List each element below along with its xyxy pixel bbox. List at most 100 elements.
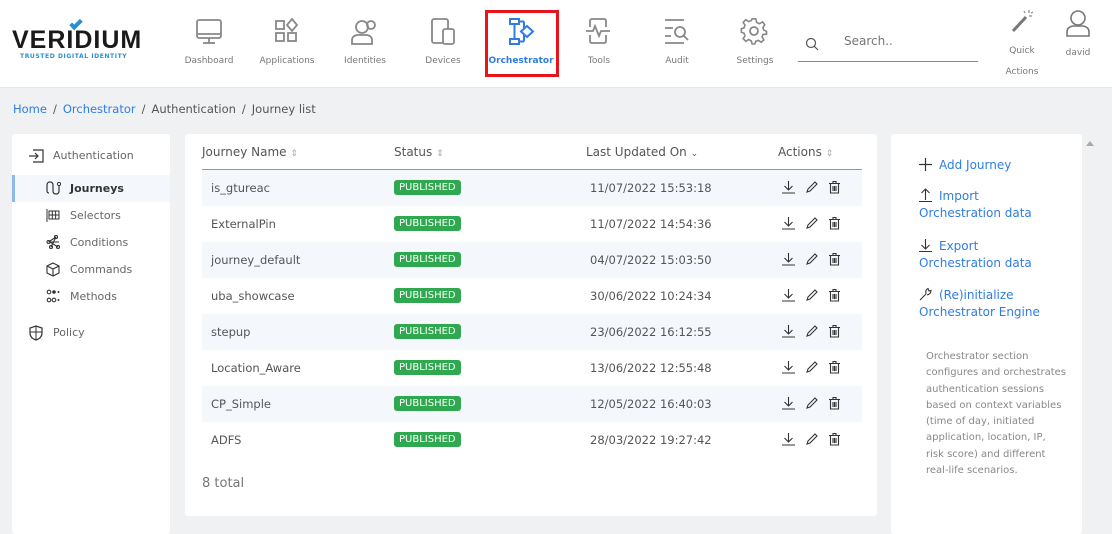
- edit-pencil-icon[interactable]: [805, 360, 818, 374]
- breadcrumb-home[interactable]: Home: [13, 102, 47, 116]
- sidebar-item-journeys[interactable]: Journeys: [12, 175, 170, 202]
- cube-icon: [46, 262, 60, 277]
- trash-icon[interactable]: [828, 288, 841, 302]
- table-row[interactable]: ADFS PUBLISHED 28/03/2022 19:27:42: [202, 422, 862, 458]
- download-icon: [919, 239, 932, 253]
- last-updated: 30/06/2022 10:24:34: [590, 289, 712, 303]
- trash-icon[interactable]: [828, 216, 841, 230]
- sidebar-item-commands[interactable]: Commands: [12, 256, 170, 283]
- flow-icon: [509, 18, 535, 45]
- edit-pencil-icon[interactable]: [805, 216, 818, 230]
- last-updated: 13/06/2022 12:55:48: [590, 361, 712, 375]
- breadcrumb-authentication: Authentication: [151, 102, 236, 116]
- status-badge: PUBLISHED: [394, 324, 461, 339]
- download-icon[interactable]: [782, 360, 795, 374]
- trash-icon[interactable]: [828, 252, 841, 266]
- download-icon[interactable]: [782, 288, 795, 302]
- journey-name[interactable]: stepup: [211, 325, 251, 339]
- edit-pencil-icon[interactable]: [805, 288, 818, 302]
- journey-name[interactable]: uba_showcase: [211, 289, 295, 303]
- edit-pencil-icon[interactable]: [805, 252, 818, 266]
- table-icon: [46, 209, 60, 222]
- column-header-name[interactable]: Journey Name ⇕: [202, 145, 298, 159]
- users-icon: [351, 20, 376, 45]
- monitor-icon: [196, 19, 222, 44]
- nav-audit[interactable]: Audit: [638, 0, 716, 88]
- last-updated: 11/07/2022 14:54:36: [590, 217, 712, 231]
- journey-name[interactable]: ExternalPin: [211, 217, 276, 231]
- column-header-updated[interactable]: Last Updated On ⌄: [586, 145, 699, 159]
- breadcrumb-orchestrator[interactable]: Orchestrator: [62, 102, 136, 116]
- veridium-logo[interactable]: VERIDIUM TRUSTED DIGITAL IDENTITY: [12, 16, 142, 60]
- status-badge: PUBLISHED: [394, 432, 461, 447]
- table-row[interactable]: stepup PUBLISHED 23/06/2022 16:12:55: [202, 314, 862, 350]
- trash-icon[interactable]: [828, 180, 841, 194]
- nav-label: Applications: [259, 56, 315, 66]
- status-badge: PUBLISHED: [394, 360, 461, 375]
- edit-pencil-icon[interactable]: [805, 324, 818, 338]
- journey-name[interactable]: is_gtureac: [211, 181, 270, 195]
- scroll-up-arrow[interactable]: [1086, 141, 1094, 146]
- sidebar-item-label: Journeys: [70, 182, 124, 195]
- add-journey-link[interactable]: Add Journey: [919, 157, 1011, 174]
- journey-name[interactable]: CP_Simple: [211, 397, 271, 411]
- nav-label: Orchestrator: [488, 56, 554, 66]
- import-link[interactable]: Import Orchestration data: [919, 188, 1032, 220]
- apps-icon: [275, 17, 299, 42]
- sidebar-section-authentication[interactable]: Authentication: [12, 142, 170, 169]
- download-icon[interactable]: [782, 324, 795, 338]
- trash-icon[interactable]: [828, 360, 841, 374]
- download-icon[interactable]: [782, 252, 795, 266]
- search-box[interactable]: [798, 30, 978, 62]
- journey-name[interactable]: ADFS: [211, 433, 242, 447]
- scrollbar[interactable]: [1082, 134, 1112, 522]
- download-icon[interactable]: [782, 180, 795, 194]
- edit-pencil-icon[interactable]: [805, 396, 818, 410]
- table-row[interactable]: CP_Simple PUBLISHED 12/05/2022 16:40:03: [202, 386, 862, 422]
- logo-tagline: TRUSTED DIGITAL IDENTITY: [20, 53, 128, 60]
- edit-pencil-icon[interactable]: [805, 180, 818, 194]
- last-updated: 23/06/2022 16:12:55: [590, 325, 712, 339]
- reinitialize-link[interactable]: (Re)initialize Orchestrator Engine: [919, 287, 1040, 319]
- nav-devices[interactable]: Devices: [404, 0, 482, 88]
- column-header-actions[interactable]: Actions ⇕: [778, 145, 834, 159]
- sidebar-item-conditions[interactable]: Conditions: [12, 229, 170, 256]
- trash-icon[interactable]: [828, 396, 841, 410]
- nav-settings[interactable]: Settings: [716, 0, 794, 88]
- last-updated: 12/05/2022 16:40:03: [590, 397, 712, 411]
- nav-applications[interactable]: Applications: [248, 0, 326, 88]
- search-input[interactable]: [844, 34, 974, 48]
- nav-orchestrator[interactable]: Orchestrator: [482, 0, 560, 88]
- table-row[interactable]: journey_default PUBLISHED 04/07/2022 15:03…: [202, 242, 862, 278]
- user-icon: [1066, 10, 1090, 37]
- table-row[interactable]: Location_Aware PUBLISHED 13/06/2022 12:55:…: [202, 350, 862, 386]
- journey-name[interactable]: Location_Aware: [211, 361, 301, 375]
- edit-pencil-icon[interactable]: [805, 432, 818, 446]
- actions-panel: Add Journey Import Orchestration data Exp…: [891, 134, 1082, 534]
- total-count: 8 total: [202, 476, 245, 491]
- download-icon[interactable]: [782, 432, 795, 446]
- download-icon[interactable]: [782, 216, 795, 230]
- wrench-icon: [919, 287, 932, 301]
- nav-identities[interactable]: Identities: [326, 0, 404, 88]
- trash-icon[interactable]: [828, 324, 841, 338]
- column-header-status[interactable]: Status ⇕: [394, 145, 444, 159]
- conditions-icon: [46, 235, 61, 250]
- table-row[interactable]: is_gtureac PUBLISHED 11/07/2022 15:53:18: [202, 170, 862, 206]
- trash-icon[interactable]: [828, 432, 841, 446]
- orchestrator-description: Orchestrator section configures and orch…: [926, 351, 1067, 477]
- last-updated: 28/03/2022 19:27:42: [590, 433, 712, 447]
- last-updated: 04/07/2022 15:03:50: [590, 253, 712, 267]
- sidebar-item-policy[interactable]: Policy: [12, 319, 170, 346]
- download-icon[interactable]: [782, 396, 795, 410]
- table-row[interactable]: ExternalPin PUBLISHED 11/07/2022 14:54:36: [202, 206, 862, 242]
- nav-tools[interactable]: Tools: [560, 0, 638, 88]
- list-search-icon: [665, 19, 689, 44]
- sidebar-item-selectors[interactable]: Selectors: [12, 202, 170, 229]
- export-link[interactable]: Export Orchestration data: [919, 239, 1032, 270]
- journey-table-panel: Journey Name ⇕ Status ⇕ Last Updated On …: [185, 134, 877, 516]
- nav-dashboard[interactable]: Dashboard: [170, 0, 248, 88]
- sidebar-item-methods[interactable]: Methods: [12, 283, 170, 310]
- journey-name[interactable]: journey_default: [211, 253, 301, 267]
- table-row[interactable]: uba_showcase PUBLISHED 30/06/2022 10:24:34: [202, 278, 862, 314]
